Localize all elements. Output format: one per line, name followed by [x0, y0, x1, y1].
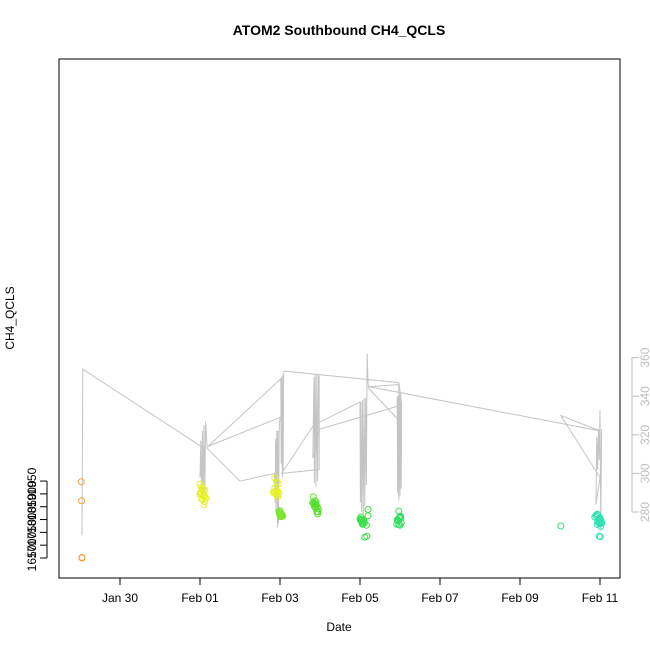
data-point-70 [360, 519, 368, 527]
y-tick-label-1900: 1900 [25, 480, 39, 507]
secondary-tick-label-300: 300 [638, 463, 650, 483]
data-point-88 [557, 522, 565, 530]
right-axis: 280 300 320 340 360 [631, 347, 650, 522]
x-tick-label-4: Feb 03 [261, 591, 299, 605]
data-point-32 [274, 493, 282, 501]
y-tick-label-1950: 1950 [25, 467, 39, 494]
data-point-17 [202, 494, 210, 502]
data-point-73 [362, 521, 370, 529]
x-tick-label-0: Jan 30 [102, 591, 138, 605]
chart-title: ATOM2 Southbound CH4_QCLS [233, 22, 446, 38]
data-point-75 [361, 533, 369, 541]
secondary-tick-label-320: 320 [638, 424, 650, 444]
y-axis-label: CH4_QCLS [3, 286, 17, 349]
bottom-axis: Jan 30 Feb 01 Feb 03 Feb 05 Feb 07 Feb 09 Feb … [102, 577, 619, 605]
secondary-line-layer [81, 353, 603, 536]
secondary-series-line [81, 353, 603, 536]
data-point-22 [274, 480, 282, 488]
data-point-104 [593, 520, 601, 528]
data-point-1 [78, 497, 86, 505]
y-tick-label-1800: 1800 [25, 506, 39, 533]
data-point-105 [597, 523, 605, 530]
x-tick-label-2: Feb 01 [181, 591, 219, 605]
secondary-tick-label-340: 340 [638, 386, 650, 406]
data-point-3 [78, 554, 86, 562]
data-point-20 [271, 474, 279, 482]
plot-frame [58, 58, 621, 579]
data-point-62 [364, 512, 372, 520]
x-tick-label-8: Feb 07 [421, 591, 459, 605]
y-tick-label-1650: 1650 [25, 544, 39, 571]
data-point-19 [200, 501, 208, 509]
y-tick-label-1850: 1850 [25, 493, 39, 520]
data-point-103 [596, 520, 604, 528]
data-point-0 [77, 478, 85, 486]
data-point-44 [279, 512, 287, 520]
y-tick-label-1750: 1750 [25, 519, 39, 546]
x-tick-label-10: Feb 09 [501, 591, 539, 605]
data-point-87 [396, 521, 404, 529]
data-point-18 [201, 498, 209, 506]
data-point-61 [364, 506, 372, 513]
secondary-tick-label-280: 280 [638, 502, 650, 522]
points-layer [77, 474, 606, 562]
data-point-107 [596, 533, 604, 541]
data-point-72 [358, 520, 366, 528]
secondary-tick-label-360: 360 [638, 347, 650, 367]
data-point-60 [314, 510, 322, 518]
x-tick-label-6: Feb 05 [341, 591, 379, 605]
x-axis-label: Date [326, 620, 352, 634]
x-tick-label-12: Feb 11 [582, 591, 619, 605]
y-tick-label-1700: 1700 [25, 532, 39, 559]
